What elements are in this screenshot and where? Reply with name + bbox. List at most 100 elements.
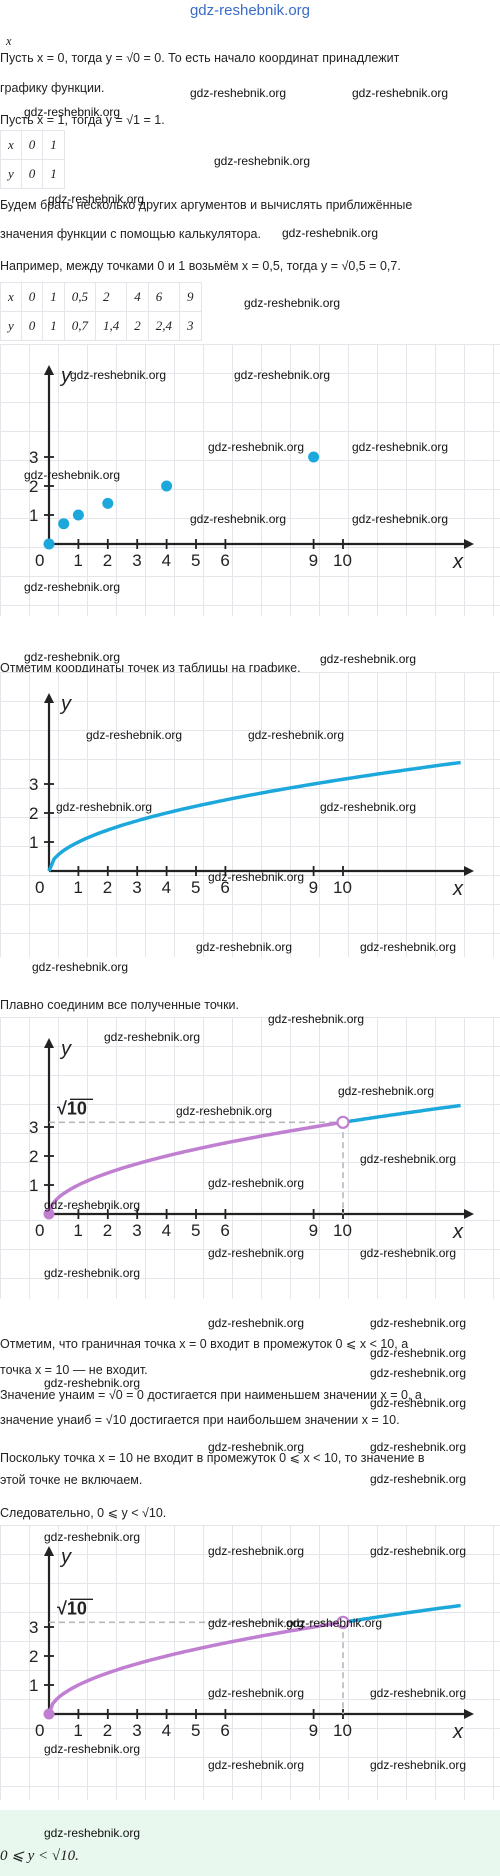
table-cell: y (0, 311, 22, 341)
answer-box (0, 1810, 500, 1876)
table-row: x 0 1 0,5 2 4 6 9 (0, 282, 202, 312)
watermark: gdz-reshebnik.org (360, 1246, 457, 1260)
paragraph-line: значение yнаиб = √10 достигается при наи… (0, 1413, 400, 1427)
watermark: gdz-reshebnik.org (286, 1616, 383, 1630)
site-title[interactable]: gdz-reshebnik.org (189, 2, 311, 19)
table-cell: 1 (42, 311, 65, 341)
watermark: gdz-reshebnik.org (370, 1544, 467, 1558)
watermark: gdz-reshebnik.org (24, 650, 121, 664)
x-axis-arrow (464, 866, 474, 876)
watermark: gdz-reshebnik.org (352, 86, 449, 100)
table-cell: 1,4 (95, 311, 128, 341)
x-axis-label: x (452, 878, 464, 900)
start-point (43, 1208, 55, 1220)
watermark: gdz-reshebnik.org (44, 1826, 141, 1840)
y-tick-label: 1 (29, 833, 38, 852)
x-tick-label: 2 (103, 1221, 112, 1240)
x-tick-label: 3 (132, 1721, 141, 1740)
watermark: gdz-reshebnik.org (44, 1530, 141, 1544)
x-tick-label: 5 (191, 878, 200, 897)
x-tick-label: 1 (73, 1721, 82, 1740)
table-cell: 3 (179, 311, 202, 341)
y-tick-label: 3 (29, 775, 38, 794)
x-tick-label: 5 (191, 551, 200, 570)
table-cell: 2 (126, 311, 149, 341)
watermark: gdz-reshebnik.org (234, 368, 331, 382)
sqrt10-label: √10 (57, 1598, 87, 1618)
watermark: gdz-reshebnik.org (370, 1366, 467, 1380)
graph-3: x y 0 1 2 3 4 5 6 9 10 1 2 3 √10 (29, 1038, 474, 1243)
x-tick-label: 5 (191, 1221, 200, 1240)
x-tick-label: 6 (220, 1721, 229, 1740)
paragraph-line: Отметим координаты точек из таблицы на г… (0, 661, 301, 675)
origin-label: 0 (35, 1221, 44, 1240)
table-cell: 4 (126, 282, 149, 312)
y-axis-arrow (44, 365, 54, 375)
x-tick-label: 4 (162, 551, 171, 570)
y-tick-label: 2 (29, 1147, 38, 1166)
paragraph-line: графику функции. (0, 81, 105, 95)
graph-4: x y 0 1 2 3 4 5 6 9 10 1 2 3 √10 (29, 1546, 474, 1743)
paragraph-line: этой точке не включаем. (0, 1473, 143, 1487)
paragraph-line: Пусть x = 1, тогда y = √1 = 1. (0, 113, 165, 127)
y-axis-label: y (59, 1038, 72, 1060)
watermark: gdz-reshebnik.org (86, 728, 183, 742)
y-axis-label: y (59, 693, 72, 715)
paragraph-line: Плавно соединим все полученные точки. (0, 998, 239, 1012)
paragraph-line: Следовательно, 0 ⩽ y < √10. (0, 1506, 167, 1520)
table-cell: 0 (20, 130, 44, 160)
end-point-open (336, 1115, 350, 1129)
x-axis-label: x (452, 1721, 464, 1743)
watermark: gdz-reshebnik.org (24, 105, 121, 119)
y-axis-arrow (44, 1038, 54, 1048)
x-tick-label: 9 (309, 1221, 318, 1240)
x-tick-label: 6 (220, 1221, 229, 1240)
watermark: gdz-reshebnik.org (190, 512, 287, 526)
watermark: gdz-reshebnik.org (32, 960, 129, 974)
origin-label: 0 (35, 878, 44, 897)
watermark: gdz-reshebnik.org (48, 192, 145, 206)
table-cell: 9 (179, 282, 202, 312)
y-tick-label: 1 (29, 506, 38, 525)
end-point-open (336, 1615, 350, 1629)
watermark: gdz-reshebnik.org (320, 652, 417, 666)
watermark: gdz-reshebnik.org (244, 296, 341, 310)
table-cell: 0 (20, 311, 44, 341)
highlighted-curve (47, 1620, 344, 1715)
watermark: gdz-reshebnik.org (338, 1084, 435, 1098)
x-tick-label: 3 (132, 551, 141, 570)
table-cell: 1 (42, 130, 65, 160)
watermark: gdz-reshebnik.org (208, 1616, 305, 1630)
y-axis-arrow (44, 693, 54, 703)
function-curve (342, 1603, 461, 1625)
x-tick-label: 6 (220, 551, 229, 570)
watermark: gdz-reshebnik.org (70, 368, 167, 382)
watermark: gdz-reshebnik.org (208, 1758, 305, 1772)
x-tick-label: 4 (162, 1721, 171, 1740)
y-tick-label: 3 (29, 1618, 38, 1637)
graph-1: x y 0 1 2 3 4 5 6 9 10 1 2 3 (29, 365, 474, 573)
table-cell: x (0, 130, 22, 160)
watermark: gdz-reshebnik.org (44, 1742, 141, 1756)
table-cell: 0 (20, 159, 44, 189)
x-axis-arrow (464, 1209, 474, 1219)
paragraph-line: Значение yнаим = √0 = 0 достигается при … (0, 1388, 422, 1402)
watermark: gdz-reshebnik.org (360, 940, 457, 954)
paragraph-line: Например, между точками 0 и 1 возьмём x … (0, 259, 401, 273)
table-cell: x (0, 282, 22, 312)
table-row: y 0 1 0,7 1,4 2 2,4 3 (0, 311, 202, 341)
origin-label: 0 (35, 1721, 44, 1740)
watermark: gdz-reshebnik.org (370, 1440, 467, 1454)
watermark: gdz-reshebnik.org (370, 1316, 467, 1330)
values-table-1: x 0 1 y 0 1 (0, 130, 65, 189)
table-cell: 0,5 (63, 282, 97, 312)
x-tick-label: 9 (309, 551, 318, 570)
table-cell: 0,7 (63, 311, 97, 341)
y-tick-label: 3 (29, 448, 38, 467)
highlighted-curve (47, 1120, 344, 1215)
watermark: gdz-reshebnik.org (208, 1440, 305, 1454)
graph-panel-1: x y 0 1 2 3 4 5 6 9 10 1 2 3 (0, 344, 500, 616)
watermark: gdz-reshebnik.org (44, 1266, 141, 1280)
values-table-2: x 0 1 0,5 2 4 6 9 y 0 1 0,7 1,4 2 2,4 3 (0, 282, 202, 341)
x-tick-label: 10 (333, 551, 352, 570)
